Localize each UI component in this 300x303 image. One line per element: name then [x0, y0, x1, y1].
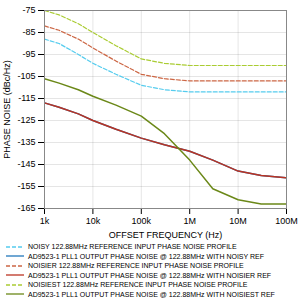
svg-text:PHASE NOISE (dBc/Hz): PHASE NOISE (dBc/Hz)	[2, 60, 12, 159]
svg-text:OFFSET FREQUENCY (Hz): OFFSET FREQUENCY (Hz)	[109, 230, 223, 240]
svg-text:10k: 10k	[86, 216, 101, 226]
svg-text:100M: 100M	[275, 216, 298, 226]
html-text:AD9523-1 PLL1 OUTPUT PHASE NOI: AD9523-1 PLL1 OUTPUT PHASE NOISE @ 122.8…	[28, 271, 272, 279]
svg-text:-155: -155	[17, 181, 35, 191]
svg-text:-105: -105	[17, 71, 35, 81]
svg-text:-165: -165	[17, 203, 35, 213]
svg-text:1M: 1M	[183, 216, 196, 226]
svg-text:10M: 10M	[229, 216, 247, 226]
svg-text:-95: -95	[22, 49, 35, 59]
svg-text:-85: -85	[22, 27, 35, 37]
svg-text:100k: 100k	[132, 216, 152, 226]
html-text:AD9523-1 PLL1 OUTPUT PHASE NOI: AD9523-1 PLL1 OUTPUT PHASE NOISE @ 122.8…	[28, 252, 264, 260]
html-text:NOISIER 122.88MHz REFERENCE IN: NOISIER 122.88MHz REFERENCE INPUT PHASE …	[28, 262, 244, 269]
svg-text:1k: 1k	[40, 216, 50, 226]
svg-text:-145: -145	[17, 159, 35, 169]
svg-text:-115: -115	[18, 93, 35, 103]
html-text:NOISY 122.88MHz REFERENCE INPU: NOISY 122.88MHz REFERENCE INPUT PHASE NO…	[28, 243, 237, 250]
svg-text:-135: -135	[17, 137, 35, 147]
html-text:NOISIEST 122.88MHz REFERENCE I: NOISIEST 122.88MHz REFERENCE INPUT PHASE…	[28, 281, 248, 288]
html-text:AD9523-1 PLL1 OUTPUT PHASE NOI: AD9523-1 PLL1 OUTPUT PHASE NOISE @ 122.8…	[28, 290, 275, 298]
svg-text:-75: -75	[22, 5, 35, 15]
svg-text:-125: -125	[17, 115, 35, 125]
